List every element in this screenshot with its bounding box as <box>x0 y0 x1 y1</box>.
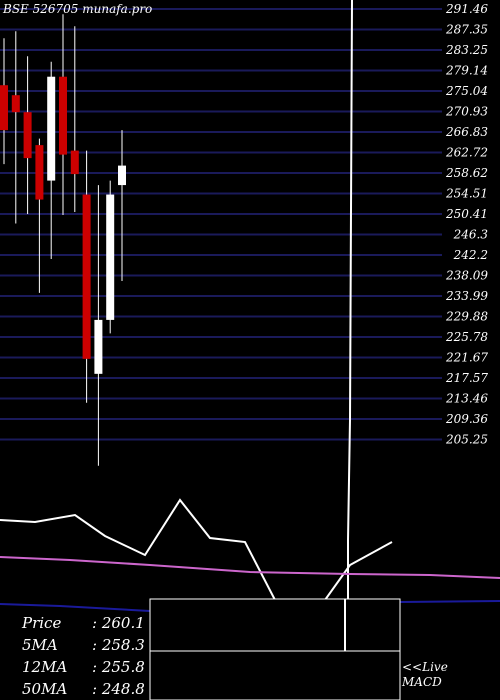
candle <box>11 31 20 224</box>
y-tick-label: 279.14 <box>445 64 488 78</box>
y-axis-ticks: 291.46 287.35 283.25 279.14 275.04 270.93 266.… <box>445 2 488 447</box>
y-tick-label: 221.67 <box>445 351 488 365</box>
candle-body <box>35 145 44 200</box>
y-tick-label: 205.25 <box>445 433 488 447</box>
candle <box>106 180 115 334</box>
y-tick-label: 225.78 <box>445 330 488 344</box>
y-tick-label: 229.88 <box>445 310 488 324</box>
live-macd-link[interactable]: <<Live MACD <box>402 660 448 690</box>
macd-panel <box>149 598 401 700</box>
y-tick-label: 209.36 <box>445 412 488 426</box>
y-tick-label: 258.62 <box>445 166 488 180</box>
price-label: Price <box>22 614 62 632</box>
candles <box>0 14 126 466</box>
candle <box>47 61 56 259</box>
indicator-line <box>347 0 353 700</box>
live-label: <<Live <box>402 660 448 674</box>
candle <box>82 150 91 403</box>
y-tick-label: 238.09 <box>445 269 488 283</box>
y-tick-label: 283.25 <box>445 43 488 57</box>
candle <box>0 38 8 165</box>
candle-body <box>11 95 20 113</box>
candle <box>35 138 44 293</box>
ma5-label: 5MA <box>22 636 58 654</box>
y-tick-label: 242.2 <box>453 248 488 262</box>
y-tick-label: 291.46 <box>445 2 488 16</box>
y-tick-label: 250.41 <box>445 207 488 221</box>
candle <box>59 14 67 216</box>
candle <box>70 26 79 213</box>
candle-body <box>118 165 126 186</box>
ma12-value: : 255.8 <box>92 658 145 676</box>
y-tick-label: 287.35 <box>445 23 488 37</box>
candle-body <box>82 194 91 359</box>
price-value: : 260.1 <box>92 614 145 632</box>
candle <box>23 56 32 215</box>
indicator-line <box>0 556 500 579</box>
candle <box>118 130 126 281</box>
ma50-label: 50MA <box>22 680 68 698</box>
y-tick-label: 270.93 <box>445 105 488 119</box>
y-tick-label: 233.99 <box>445 289 488 303</box>
y-tick-label: 254.51 <box>445 187 488 201</box>
y-tick-label: 217.57 <box>445 371 488 385</box>
y-tick-label: 213.46 <box>445 392 488 406</box>
candle-body <box>23 112 32 159</box>
ma5-value: : 258.3 <box>92 636 145 654</box>
y-tick-label: 266.83 <box>445 125 488 139</box>
candle <box>94 185 103 466</box>
candle-body <box>59 76 67 155</box>
candle-body <box>94 319 103 374</box>
ma50-value: : 248.8 <box>92 680 145 698</box>
y-tick-label: 275.04 <box>445 84 488 98</box>
indicator-line <box>0 498 393 601</box>
y-tick-label: 246.3 <box>453 228 489 242</box>
candle-body <box>47 76 56 181</box>
y-tick-label: 262.72 <box>445 146 488 160</box>
candle-body <box>106 194 115 320</box>
price-info-panel: Price : 260.1 5MA : 258.3 12MA : 255.8 50MA… <box>22 612 145 700</box>
gridlines <box>0 8 442 441</box>
candle-body <box>70 150 79 175</box>
macd-label: MACD <box>402 675 442 689</box>
candle-body <box>0 85 8 131</box>
ma12-label: 12MA <box>22 658 68 676</box>
chart-title: BSE 526705 munafa.pro <box>3 2 153 16</box>
